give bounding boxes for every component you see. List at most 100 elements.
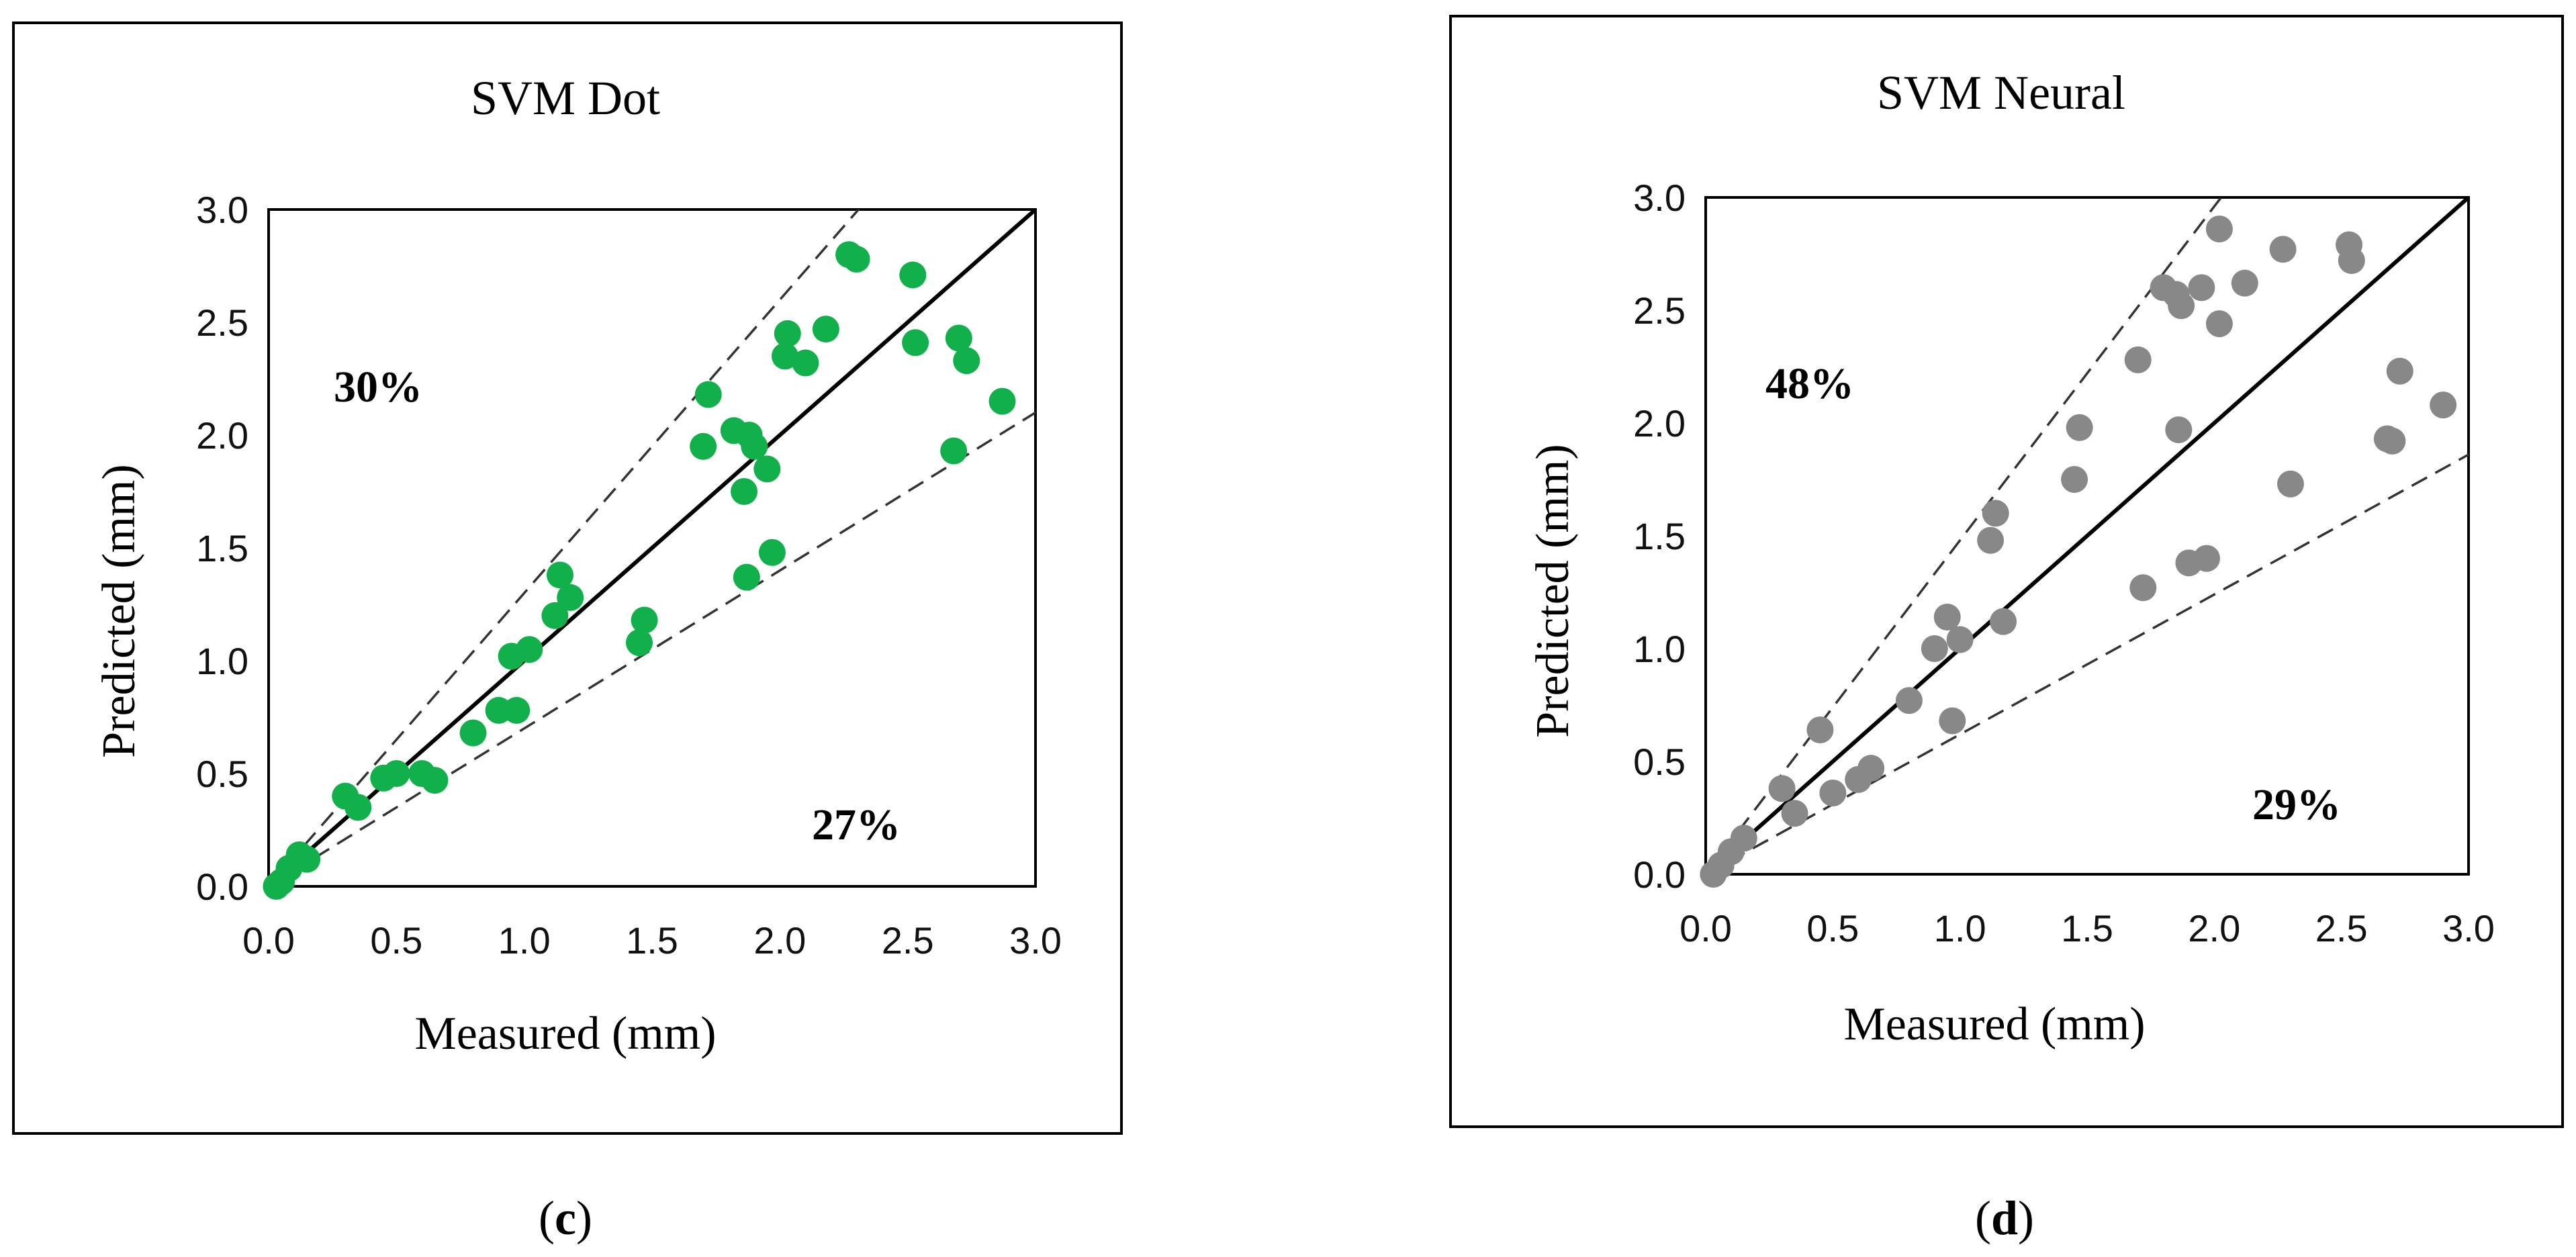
- data-points: [1700, 216, 2457, 888]
- plot-border: [267, 208, 1037, 888]
- data-point: [1939, 707, 1966, 735]
- data-point: [2129, 574, 2157, 602]
- x-axis-label: Measured (mm): [1843, 998, 2145, 1050]
- data-point: [2386, 357, 2413, 385]
- identity-line: [1706, 197, 2469, 874]
- lower-bound-line: [269, 411, 1036, 886]
- upper-bound-annotation: 48%: [1765, 359, 1854, 408]
- data-points: [263, 241, 1016, 900]
- data-point: [2276, 470, 2304, 498]
- data-point: [383, 760, 410, 787]
- y-tick-label: 1.0: [196, 640, 248, 682]
- data-point: [2205, 310, 2233, 338]
- plot-area: 0.0 0.5 1.0 1.5 2.0 2.5 3.0 0.0 0.5 1.0 1.5 2.0 2.5 3…: [1633, 177, 2495, 949]
- x-tick-label: 0.5: [370, 919, 422, 962]
- data-point: [2269, 236, 2297, 263]
- x-tick-label: 0.5: [1806, 907, 1859, 949]
- data-point: [953, 347, 980, 375]
- data-point: [1990, 608, 2017, 635]
- data-point: [753, 455, 781, 483]
- data-point: [741, 432, 768, 460]
- lower-bound-annotation: 27%: [812, 800, 901, 849]
- plot-border: [1704, 196, 2470, 876]
- data-point: [2124, 346, 2152, 373]
- data-point: [421, 767, 449, 794]
- data-point: [503, 696, 531, 724]
- x-tick-label: 1.5: [626, 919, 678, 962]
- data-point: [940, 437, 968, 465]
- x-tick-label: 2.0: [753, 919, 806, 962]
- data-point: [631, 606, 658, 634]
- data-point: [1895, 687, 1923, 714]
- data-point: [1819, 780, 1847, 807]
- y-tick-label: 2.0: [1633, 402, 1686, 445]
- x-tick-label: 3.0: [2442, 907, 2495, 949]
- x-tick-label: 2.5: [882, 919, 934, 962]
- data-point: [2193, 545, 2220, 572]
- data-point: [2061, 466, 2088, 493]
- data-point: [774, 320, 801, 347]
- x-tick-label: 1.0: [498, 919, 551, 962]
- data-point: [945, 324, 972, 352]
- y-axis-label: Predicted (mm): [1527, 444, 1579, 737]
- data-point: [1982, 500, 2009, 527]
- data-point: [758, 539, 786, 566]
- y-tick-label: 1.0: [1633, 628, 1686, 670]
- y-tick-label: 3.0: [196, 189, 248, 231]
- y-tick-label: 0.0: [1633, 853, 1686, 896]
- data-point: [690, 432, 717, 460]
- data-point: [1946, 626, 1974, 653]
- data-point: [1730, 825, 1757, 852]
- x-tick-label: 1.5: [2061, 907, 2113, 949]
- y-tick-label: 1.5: [1633, 515, 1686, 557]
- data-point: [557, 584, 584, 611]
- data-point: [546, 561, 573, 589]
- panel-svm-neural: SVM Neural 0.0 0.5 1.0 1.5 2.0 2.5 3.0 0.0 0.5 1.…: [1449, 15, 2564, 1128]
- data-point: [2165, 416, 2193, 444]
- chart-title: SVM Dot: [471, 71, 660, 125]
- data-point: [1921, 635, 1948, 662]
- data-point: [694, 381, 722, 408]
- upper-bound-annotation: 30%: [334, 363, 422, 412]
- data-point: [899, 261, 927, 289]
- panel-label-letter: d: [1991, 1191, 2018, 1245]
- data-point: [2379, 427, 2406, 455]
- data-point: [2231, 269, 2258, 297]
- data-point: [459, 719, 487, 747]
- data-point: [293, 845, 321, 873]
- panel-label-d: (d): [1975, 1191, 2034, 1245]
- data-point: [2338, 247, 2365, 275]
- x-tick-label: 0.0: [242, 919, 295, 962]
- y-tick-label: 0.0: [196, 866, 248, 908]
- panel-label-letter: c: [555, 1191, 576, 1245]
- panel-label-c: (c): [539, 1191, 592, 1245]
- y-tick-label: 0.5: [1633, 741, 1686, 783]
- data-point: [2430, 391, 2457, 419]
- y-tick-label: 0.5: [196, 753, 248, 795]
- data-point: [516, 636, 543, 663]
- data-point: [2066, 414, 2093, 441]
- data-point: [843, 245, 870, 273]
- data-point: [1857, 755, 1885, 782]
- data-point: [625, 629, 653, 657]
- y-tick-label: 2.5: [1633, 289, 1686, 332]
- data-point: [2188, 274, 2215, 301]
- upper-bound-line: [1706, 197, 2223, 874]
- data-point: [2168, 292, 2195, 320]
- y-tick-label: 2.0: [196, 414, 248, 457]
- plot-area: 0.0 0.5 1.0 1.5 2.0 2.5 3.0 0.0 0.5 1.0 1.5 2.0 2.5 3…: [196, 189, 1062, 962]
- data-point: [1977, 526, 2005, 554]
- panel-frame: [1449, 15, 2564, 1128]
- data-point: [771, 342, 798, 370]
- x-axis-label: Measured (mm): [414, 1008, 716, 1060]
- data-point: [792, 349, 819, 377]
- lower-bound-annotation: 29%: [2252, 780, 2341, 829]
- data-point: [812, 316, 839, 343]
- y-tick-label: 1.5: [196, 527, 248, 569]
- x-tick-label: 2.0: [2188, 907, 2240, 949]
- x-tick-label: 1.0: [1934, 907, 1986, 949]
- data-point: [733, 563, 760, 591]
- data-point: [1806, 716, 1834, 743]
- panel-svm-dot: SVM Dot 0.0 0.5 1.0 1.5 2.0 2.5 3.0 0.0 0.5 1.0 1.…: [12, 21, 1123, 1135]
